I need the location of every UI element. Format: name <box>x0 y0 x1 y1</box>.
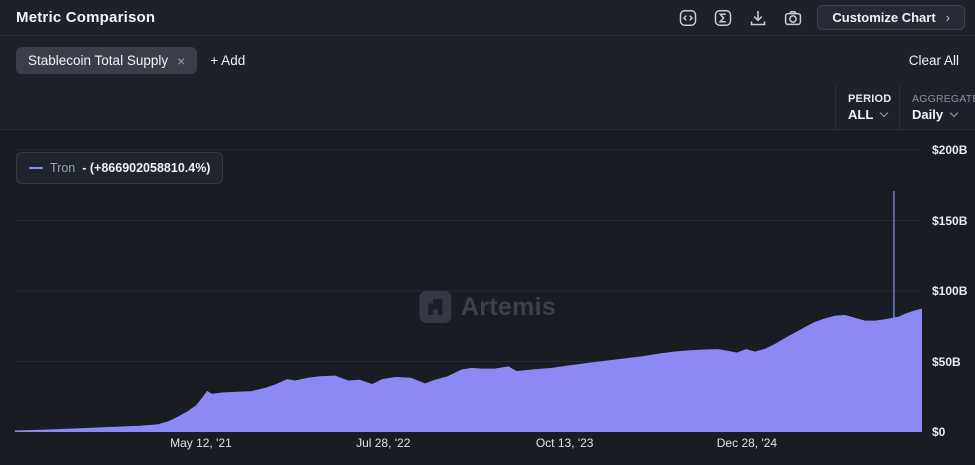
legend-series-value: - (+866902058810.4%) <box>82 161 211 175</box>
aggregate-dropdown[interactable]: AGGREGATE Daily <box>899 85 975 129</box>
chevron-down-icon <box>949 108 959 117</box>
x-tick-label: May 12, '21 <box>170 436 232 450</box>
metric-chip-label: Stablecoin Total Supply <box>28 53 169 68</box>
chevron-right-icon: › <box>945 10 950 25</box>
embed-code-icon <box>678 8 698 28</box>
period-value: ALL <box>848 106 874 122</box>
screenshot-button[interactable] <box>782 7 804 29</box>
filter-row: Stablecoin Total Supply × + Add Clear Al… <box>0 36 975 85</box>
series-color-swatch <box>29 167 43 169</box>
chart-area[interactable]: Tron - (+866902058810.4%) Artemis $0 $50B… <box>0 130 975 465</box>
clear-all-button[interactable]: Clear All <box>908 53 959 68</box>
y-tick-label: $100B <box>932 284 968 298</box>
legend-chip-tron[interactable]: Tron - (+866902058810.4%) <box>16 152 224 184</box>
page-title: Metric Comparison <box>16 9 156 26</box>
y-tick-label: $0 <box>932 425 946 439</box>
sum-aggregate-button[interactable] <box>712 7 734 29</box>
add-metric-button[interactable]: + Add <box>210 53 246 68</box>
area-chart-plot[interactable] <box>15 130 922 432</box>
y-axis: $0 $50B $100B $150B $200B <box>925 130 975 465</box>
x-tick-label: Jul 28, '22 <box>356 436 411 450</box>
aggregate-value: Daily <box>912 106 944 122</box>
legend-series-name: Tron <box>50 161 76 175</box>
y-tick-label: $50B <box>932 354 961 369</box>
x-tick-label: Oct 13, '23 <box>535 436 594 450</box>
close-icon[interactable]: × <box>177 52 186 69</box>
top-bar: Metric Comparison <box>0 0 975 36</box>
period-label: PERIOD <box>848 92 892 105</box>
y-tick-label: $150B <box>932 213 968 228</box>
period-dropdown[interactable]: PERIOD ALL <box>835 85 899 129</box>
controls-row: PERIOD ALL AGGREGATE Daily <box>0 85 975 130</box>
customize-chart-button[interactable]: Customize Chart › <box>817 5 965 30</box>
metric-chip-stablecoin-total-supply[interactable]: Stablecoin Total Supply × <box>16 47 198 74</box>
download-button[interactable] <box>747 7 769 29</box>
y-tick-label: $200B <box>932 143 968 157</box>
chevron-down-icon <box>880 108 889 117</box>
camera-icon <box>783 8 803 28</box>
download-icon <box>748 8 768 28</box>
customize-chart-label: Customize Chart <box>832 10 936 25</box>
tron-area-series <box>15 309 922 432</box>
tron-line-series <box>15 308 922 432</box>
toolbar: Customize Chart › <box>677 5 965 30</box>
x-tick-label: Dec 28, '24 <box>716 436 778 450</box>
sigma-icon <box>713 8 733 28</box>
embed-code-button[interactable] <box>677 7 699 29</box>
aggregate-label: AGGREGATE <box>912 92 975 105</box>
